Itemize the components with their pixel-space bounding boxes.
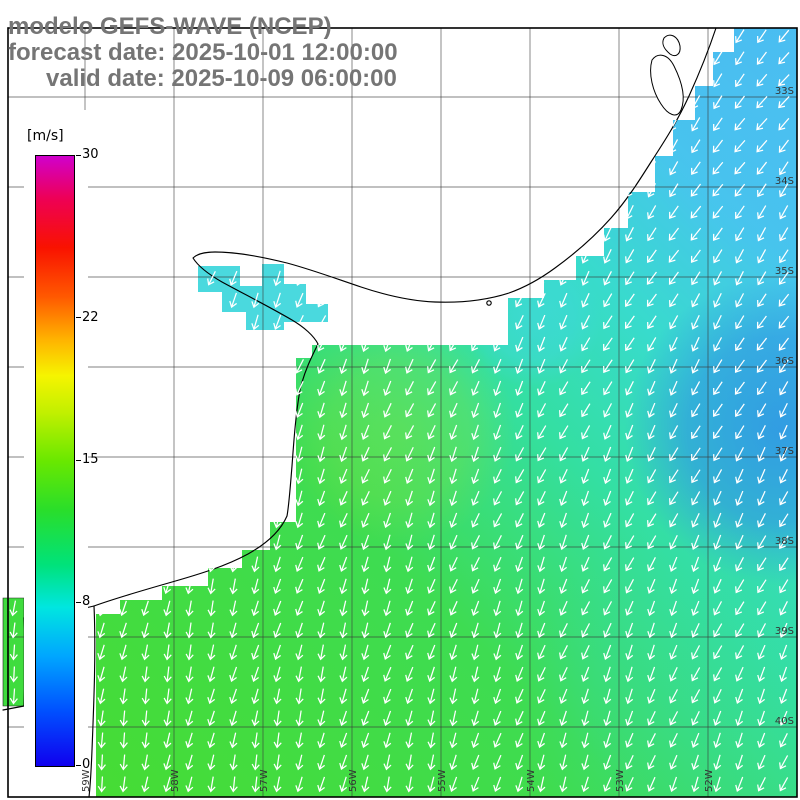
- colorbar-tick-label: 15: [82, 452, 99, 467]
- map-header: modelo GEFS-WAVE (NCEP) forecast date: 2…: [8, 14, 398, 92]
- colorbar-gradient: [35, 155, 75, 767]
- colorbar-tickmark: [76, 601, 81, 603]
- lon-label: 53W: [615, 769, 626, 792]
- lat-label: 39S: [775, 626, 794, 637]
- lon-label: 55W: [437, 769, 448, 792]
- colorbar-tick-label: 8: [82, 594, 91, 610]
- colorbar-tickmark: [76, 459, 81, 461]
- colorbar-tickmark: [76, 154, 81, 156]
- model-title: modelo GEFS-WAVE (NCEP): [8, 13, 332, 40]
- speed-patches: [285, 28, 797, 797]
- lon-label: 57W: [259, 769, 270, 792]
- colorbar-tick-label: 0: [82, 757, 91, 772]
- coastline: [2, 27, 717, 798]
- coastline-corner: [88, 605, 96, 798]
- colorbar-tickmark: [76, 317, 81, 319]
- lon-label: 52W: [704, 769, 715, 792]
- lon-label: 56W: [348, 769, 359, 792]
- lon-label: 54W: [526, 769, 537, 792]
- map-frame: [7, 27, 798, 798]
- lon-label: 59W: [81, 769, 92, 792]
- graticule-labels: 33S 34S 35S 36S 37S 38S 39S 40S 59W 58W 57W 56W 55W 5…: [81, 86, 794, 792]
- lat-label: 36S: [775, 356, 794, 367]
- colorbar-tick-label: 30: [82, 147, 99, 162]
- colorbar-tick-label: 22: [82, 309, 99, 325]
- lat-label: 40S: [775, 716, 794, 727]
- coastal-lagoon: [650, 54, 684, 116]
- coastal-lagoon-small: [662, 34, 681, 57]
- lat-label: 37S: [775, 446, 794, 457]
- forecast-date-line: forecast date: 2025-10-01 12:00:00: [8, 39, 398, 66]
- colorbar-unit-label: [m/s]: [27, 128, 64, 144]
- lat-label: 33S: [775, 86, 794, 97]
- lat-label: 35S: [775, 266, 794, 277]
- lon-label: 58W: [170, 769, 181, 792]
- lat-label: 34S: [775, 176, 794, 187]
- lat-label: 38S: [775, 536, 794, 547]
- colorbar-tickmark: [76, 764, 81, 766]
- valid-date-line: valid date: 2025-10-09 06:00:00: [46, 65, 397, 92]
- coastline-main: [23, 27, 717, 619]
- small-island: [486, 300, 492, 306]
